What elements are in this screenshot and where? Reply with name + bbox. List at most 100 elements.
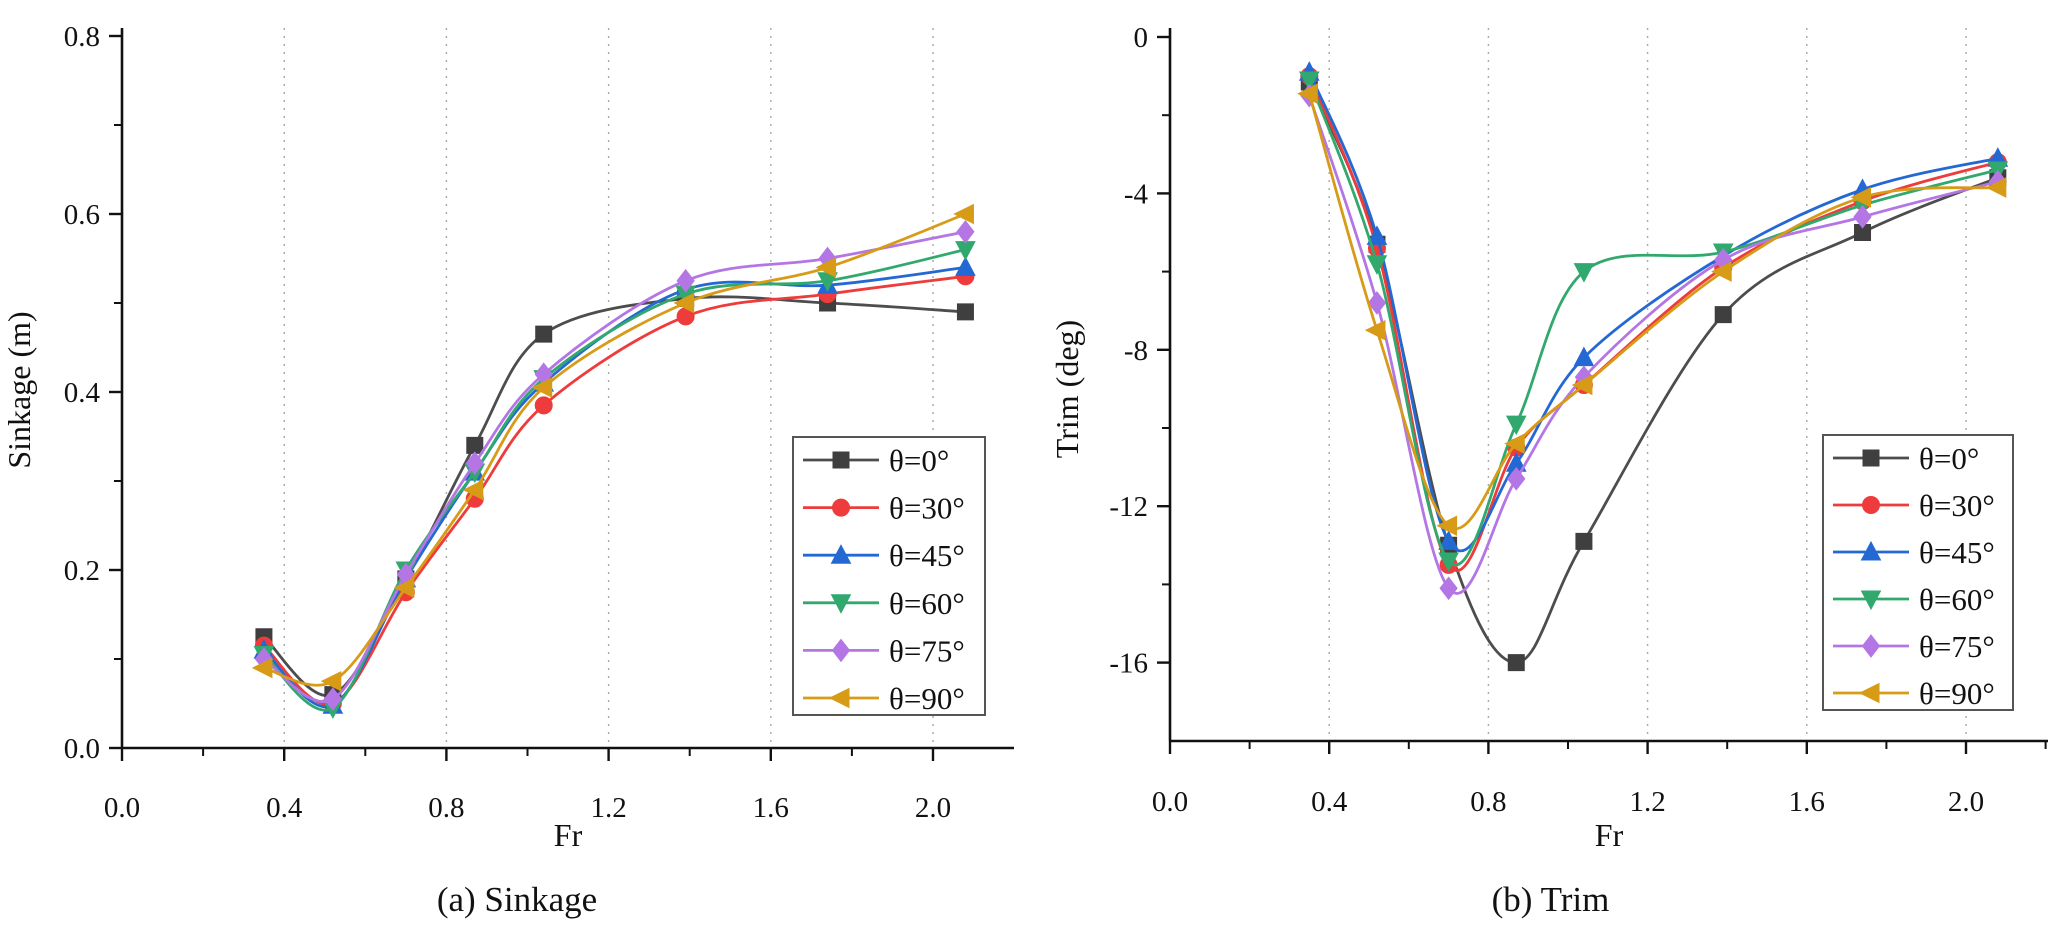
axes [109,28,1014,761]
y-tick-label: 0.6 [64,199,100,231]
x-tick-label: 2.0 [915,792,951,824]
series-marker [251,657,273,679]
series-marker [1575,532,1593,550]
series-marker [1507,654,1525,672]
y-tick-label: 0.8 [64,21,100,53]
x-tick-label: 0.4 [266,792,303,824]
series-marker [676,268,695,293]
legend-marker [832,498,850,517]
series-marker [1364,319,1386,341]
series-marker [1504,433,1525,454]
series-4 [254,219,975,711]
series-marker [1438,552,1459,573]
legend-label: θ=75° [889,633,965,668]
gridlines [283,28,934,748]
legend-label: θ=45° [1919,535,1995,570]
series-marker [673,292,695,314]
x-axis-title: Fr [554,817,583,853]
series-marker [1571,374,1593,396]
series-marker [393,577,415,599]
legend-marker [1858,682,1880,704]
y-tick-label: -16 [1109,648,1148,680]
legend-label: θ=30° [1919,488,1995,523]
series-marker [956,219,975,244]
sinkage-chart-panel: 0.0 0.4 0.8 1.2 1.6 2.0 0.0 0.2 0.4 0.6 0.8 Fr Sinka… [1,21,1014,919]
series-marker [531,377,553,398]
series-marker [1366,225,1388,245]
series-marker [465,451,484,476]
legend-box [1822,434,2014,711]
series-marker [462,479,484,501]
series-marker [1367,291,1387,315]
legend-label: θ=0° [1919,441,1979,476]
x-tick-label: 1.6 [1789,786,1825,818]
series-marker [1507,467,1526,491]
legend-marker [832,451,850,469]
series-marker [815,257,837,278]
legend-marker [1860,590,1882,611]
series-marker [323,687,342,711]
series-marker [1505,415,1527,436]
series-marker [320,670,342,692]
x-tick-label: 1.6 [753,792,789,824]
series-marker [955,256,976,276]
legend-label: θ=0° [889,443,949,478]
x-tick-label: 0.8 [428,792,464,824]
series-marker [1850,187,1872,208]
trim-chart-panel: 0.0 0.4 0.8 1.2 1.6 2.0 0 -4 -8 -12 -16 Fr Trim (deg… [1034,0,2067,944]
y-tick-label: -8 [1124,335,1148,367]
axes [1157,28,2048,754]
legend-marker [1862,449,1880,467]
x-tick-label: 2.0 [1948,786,1984,818]
series-marker [1985,177,2007,198]
legend-marker [830,544,852,564]
y-tick-label: -12 [1109,491,1148,523]
legend-label: θ=90° [1919,676,1995,711]
legend: θ=0° θ=30° θ=45° θ=60° θ=75° θ=90° [792,436,986,716]
x-tick-label: 1.2 [1629,786,1665,818]
legend-marker [830,594,852,614]
series-marker [1298,71,1320,92]
series-marker [1436,515,1458,537]
series-marker [953,203,974,225]
series-marker [1439,576,1458,601]
legend-label: θ=30° [889,491,965,526]
x-tick-label: 0.0 [104,792,140,824]
y-axis-title: Trim (deg) [1049,320,1085,458]
legend-label: θ=90° [889,681,965,716]
caption-trim: (b) Trim [1491,880,1610,919]
series-5 [1297,83,2007,537]
x-tick-label: 0.8 [1470,786,1506,818]
series-marker [956,303,974,321]
legend-marker [1860,540,1882,561]
series-marker [1711,261,1732,282]
y-tick-label: 0.0 [64,733,100,765]
x-axis-title: Fr [1595,817,1624,853]
series-marker [1853,205,1872,229]
legend-marker [1861,634,1881,658]
y-tick-label: 0 [1134,22,1149,54]
series-marker [1714,306,1732,324]
series-marker [1438,530,1459,550]
series-marker [535,325,553,343]
x-tick-label: 1.2 [590,792,626,824]
series-line [1307,95,1999,595]
legend-marker [831,638,851,663]
legend-label: θ=60° [1919,582,1995,617]
series-marker [1297,83,1318,105]
series-line [262,248,966,712]
caption-sinkage: (a) Sinkage [436,880,598,919]
x-tick-label: 0.4 [1311,786,1348,818]
series-marker [1573,263,1595,283]
series-5 [251,203,974,692]
y-axis-title: Sinkage (m) [1,311,37,468]
series-line [263,230,966,703]
y-tick-label: 0.4 [64,377,101,409]
series-marker [466,436,484,454]
y-tick-label: 0.2 [64,555,100,587]
legend-marker [1862,496,1880,514]
y-tick-label: -4 [1124,178,1149,210]
legend: θ=0° θ=30° θ=45° θ=60° θ=75° θ=90° [1822,434,2014,711]
sinkage-chart: 0.0 0.4 0.8 1.2 1.6 2.0 0.0 0.2 0.4 0.6 0.8 Fr Sinka… [1,21,1014,853]
legend-label: θ=45° [889,538,965,573]
